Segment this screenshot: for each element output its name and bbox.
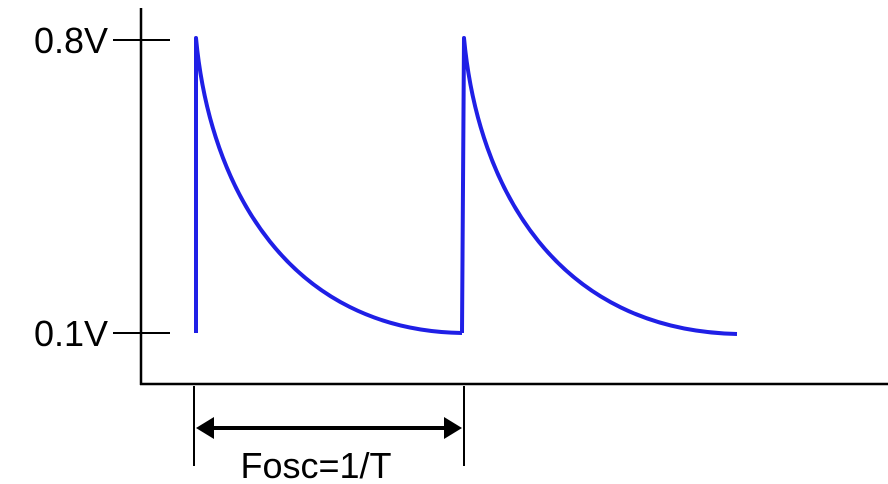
period-arrow-left-head: [196, 417, 214, 439]
y-label-high: 0.8V: [34, 20, 108, 61]
period-arrow-right-head: [444, 417, 462, 439]
y-label-low: 0.1V: [34, 313, 108, 354]
waveform-cycle-2: [460, 36, 738, 336]
period-label: Fosc=1/T: [240, 445, 391, 484]
waveform-cycle-1: [194, 36, 463, 335]
